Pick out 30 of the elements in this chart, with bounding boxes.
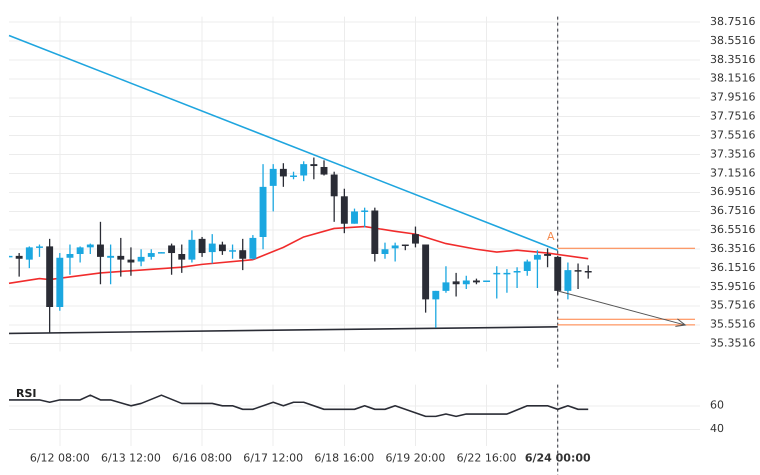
y-tick-label: 38.5516: [710, 34, 756, 47]
y-tick-label: 35.5516: [710, 318, 756, 331]
x-tick-label: 6/18 16:00: [314, 451, 374, 464]
x-tick-label: 6/13 12:00: [100, 451, 161, 464]
x-tick-label: 6/24 00:00: [524, 451, 591, 464]
y-tick-label: 36.9516: [710, 185, 756, 198]
y-tick-label: 38.3516: [710, 52, 756, 66]
y-tick-label: 35.9516: [710, 280, 756, 293]
y-tick-label: 37.1516: [710, 166, 756, 180]
y-tick-label: 38.7516: [710, 14, 756, 28]
y-tick-label: 36.3516: [710, 242, 756, 255]
chart-title: RSI: [16, 386, 36, 400]
x-tick-label: 6/19 20:00: [386, 451, 446, 464]
x-tick-label: 6/17 12:00: [243, 451, 304, 464]
x-tick-label: 6/16 08:00: [172, 451, 232, 464]
y-tick-label: 38.1516: [710, 72, 756, 85]
x-tick-label: 6/12 08:00: [30, 451, 90, 464]
y-tick-label: 40: [710, 422, 724, 436]
x-tick-label: 6/22 16:00: [456, 451, 517, 464]
y-tick-label: 35.3516: [710, 336, 756, 350]
y-tick-label: 35.7516: [710, 298, 756, 312]
y-tick-label: 36.7516: [710, 204, 756, 218]
y-tick-label: 37.5516: [710, 128, 756, 142]
annotation: A: [546, 230, 555, 243]
y-tick-label: 37.3516: [710, 147, 756, 160]
y-tick-label: 37.7516: [710, 110, 756, 123]
y-tick-label: 37.9516: [710, 90, 756, 104]
y-tick-label: 60: [710, 398, 724, 412]
y-tick-label: 36.1516: [710, 260, 756, 274]
y-tick-label: 36.5516: [710, 223, 756, 236]
